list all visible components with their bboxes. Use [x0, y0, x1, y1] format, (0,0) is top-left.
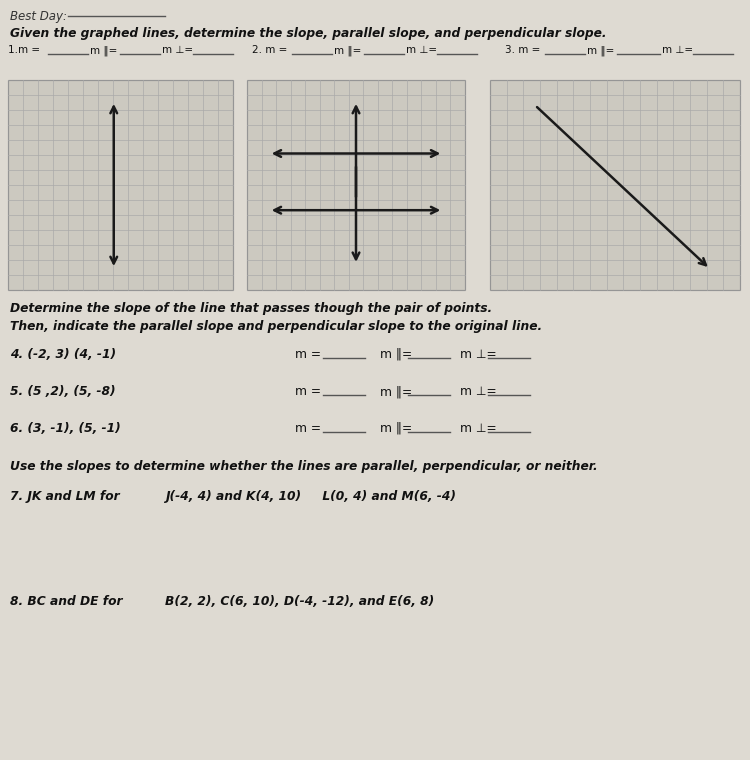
- Text: Determine the slope of the line that passes though the pair of points.: Determine the slope of the line that pas…: [10, 302, 492, 315]
- Text: 4. (-2, 3) (4, -1): 4. (-2, 3) (4, -1): [10, 348, 116, 361]
- Text: m ⊥=: m ⊥=: [662, 45, 696, 55]
- Bar: [247, 80, 465, 290]
- Text: m =: m =: [295, 422, 321, 435]
- Text: Given the graphed lines, determine the slope, parallel slope, and perpendicular : Given the graphed lines, determine the s…: [10, 27, 607, 40]
- Text: m ⊥=: m ⊥=: [460, 422, 497, 435]
- Text: m =: m =: [295, 348, 321, 361]
- Text: m =: m =: [295, 385, 321, 398]
- Text: 6. (3, -1), (5, -1): 6. (3, -1), (5, -1): [10, 422, 121, 435]
- Text: Then, indicate the parallel slope and perpendicular slope to the original line.: Then, indicate the parallel slope and pe…: [10, 320, 542, 333]
- Text: 8. BC and DE for: 8. BC and DE for: [10, 595, 122, 608]
- Text: m ⊥=: m ⊥=: [460, 348, 497, 361]
- Text: 3. m =: 3. m =: [505, 45, 544, 55]
- Text: m ⊥=: m ⊥=: [406, 45, 440, 55]
- Text: Best Day:: Best Day:: [10, 10, 67, 23]
- Text: B(2, 2), C(6, 10), D(-4, -12), and E(6, 8): B(2, 2), C(6, 10), D(-4, -12), and E(6, …: [165, 595, 434, 608]
- Bar: [490, 80, 740, 290]
- Bar: [8, 80, 233, 290]
- Text: 1.m =: 1.m =: [8, 45, 44, 55]
- Text: 2. m =: 2. m =: [252, 45, 291, 55]
- Text: J(-4, 4) and K(4, 10)     L(0, 4) and M(6, -4): J(-4, 4) and K(4, 10) L(0, 4) and M(6, -…: [165, 490, 456, 503]
- Text: m ‖=: m ‖=: [90, 45, 121, 55]
- Text: m ⊥=: m ⊥=: [162, 45, 196, 55]
- Text: Use the slopes to determine whether the lines are parallel, perpendicular, or ne: Use the slopes to determine whether the …: [10, 460, 598, 473]
- Text: m ‖=: m ‖=: [380, 348, 412, 361]
- Text: 7. JK and LM for: 7. JK and LM for: [10, 490, 120, 503]
- Text: m ⊥=: m ⊥=: [460, 385, 497, 398]
- Text: m ‖=: m ‖=: [334, 45, 364, 55]
- Text: m ‖=: m ‖=: [380, 385, 412, 398]
- Text: m ‖=: m ‖=: [587, 45, 618, 55]
- Text: m ‖=: m ‖=: [380, 422, 412, 435]
- Text: 5. (5 ,2), (5, -8): 5. (5 ,2), (5, -8): [10, 385, 115, 398]
